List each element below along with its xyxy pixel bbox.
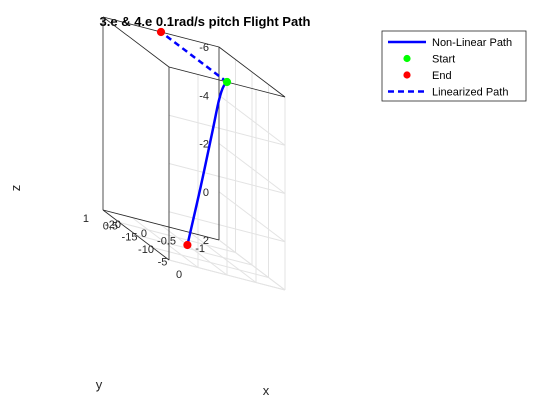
y-tick-label: -0.5 (157, 236, 176, 248)
grid-line-z (168, 163, 286, 194)
chart-title: 3.e & 4.e 0.1rad/s pitch Flight Path (100, 14, 311, 29)
marker-end (156, 27, 166, 37)
legend-label: Non-Linear Path (432, 37, 512, 49)
z-tick-label: -2 (199, 139, 209, 151)
grid-line-y (131, 217, 199, 268)
series-line-linearized-path (160, 31, 228, 83)
grid-line-z (218, 94, 286, 146)
grid-line-z (218, 239, 286, 291)
legend-marker (403, 71, 411, 79)
z-axis-label: z (8, 185, 23, 192)
grid-line-z (218, 143, 286, 194)
legend-entry[interactable]: Non-Linear Path (388, 37, 512, 49)
axis-box-edge (102, 16, 170, 68)
marker-end (183, 240, 192, 250)
z-tick-label: 0 (203, 187, 209, 199)
z-tick-label: 2 (203, 235, 209, 247)
axes-3d[interactable]: -6-4-202-1-0.500.51 -20-15-10-50 (83, 16, 286, 291)
grid-line-z (218, 191, 286, 243)
z-tick-label: -6 (199, 42, 209, 54)
y-tick-label: 0 (141, 228, 147, 240)
plot-area (156, 27, 232, 250)
axis-box-edge (102, 209, 170, 261)
legend-label: Start (432, 54, 455, 66)
x-tick-label: 0 (176, 269, 182, 281)
legend-label: End (432, 70, 452, 82)
series-line-non-linear-path (186, 80, 228, 246)
legend-label: Linearized Path (432, 87, 508, 99)
legend-entry[interactable]: Start (403, 54, 455, 66)
legend-marker (403, 54, 411, 63)
y-tick-label: 1 (83, 213, 89, 225)
x-tick-label: -5 (158, 257, 168, 269)
y-tick-label: 0.5 (103, 221, 118, 233)
tick-labels: -6-4-202-1-0.500.51 -20-15-10-50 (83, 42, 209, 281)
marker-start (222, 77, 232, 87)
legend-entry[interactable]: Linearized Path (388, 87, 508, 99)
grid-line-y (160, 224, 228, 276)
axis-box-edge (102, 209, 220, 241)
y-tick-label: -1 (195, 243, 205, 255)
legend[interactable]: Non-Linear Path Start End Linearized Path (381, 30, 527, 102)
y-axis-label: y (96, 377, 103, 392)
grid-line-z (168, 114, 286, 146)
x-tick-label: -10 (138, 244, 154, 256)
x-tick-label: -15 (122, 232, 138, 244)
legend-entry[interactable]: End (403, 70, 452, 82)
grid-line-z (168, 259, 286, 291)
grid-line-y (189, 232, 257, 283)
grid-line-z (168, 211, 286, 243)
x-axis-label: x (263, 383, 270, 398)
axis-box-edge (218, 46, 286, 98)
x-tick-label: -20 (105, 219, 121, 231)
z-tick-label: -4 (199, 90, 209, 102)
